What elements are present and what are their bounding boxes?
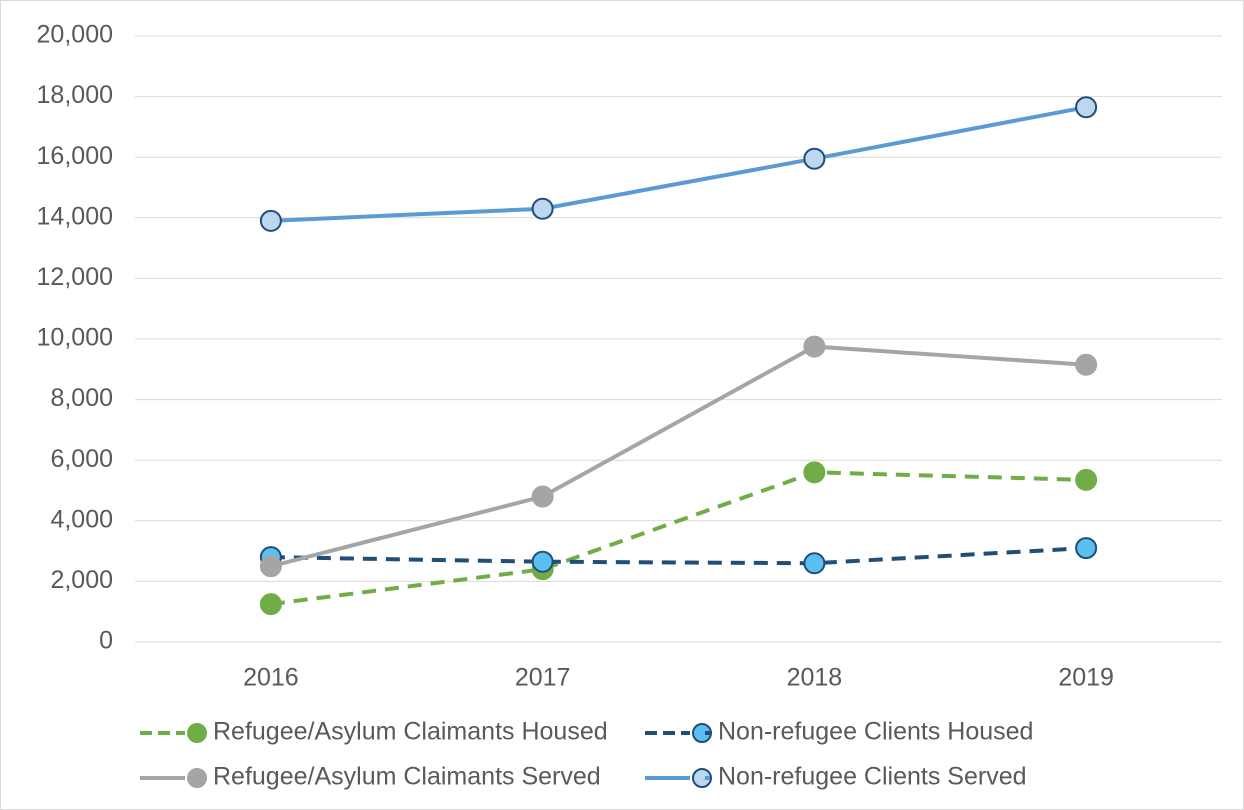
y-tick-label: 14,000 <box>37 202 113 230</box>
legend-marker <box>692 768 712 788</box>
legend-label: Non-refugee Clients Housed <box>718 718 1033 746</box>
y-tick-label: 0 <box>99 627 113 655</box>
x-tick-label: 2019 <box>1058 664 1114 692</box>
y-tick-label: 10,000 <box>37 324 113 352</box>
legend-marker <box>187 723 207 743</box>
legend-marker <box>187 768 207 788</box>
data-point <box>259 555 282 578</box>
data-point <box>259 593 282 616</box>
series-line <box>270 546 1087 566</box>
series-line <box>270 105 1087 223</box>
y-tick-label: 8,000 <box>50 384 113 412</box>
data-point <box>531 485 554 508</box>
legend-marker <box>692 723 712 743</box>
legend-label: Refugee/Asylum Claimants Served <box>213 763 601 791</box>
data-point <box>1075 537 1098 560</box>
data-point <box>803 461 826 484</box>
y-tick-label: 2,000 <box>50 566 113 594</box>
data-point <box>1075 96 1098 119</box>
y-tick-label: 12,000 <box>37 263 113 291</box>
data-point <box>803 552 826 575</box>
data-point <box>531 197 554 220</box>
y-tick-label: 4,000 <box>50 505 113 533</box>
y-tick-label: 16,000 <box>37 142 113 170</box>
y-tick-label: 20,000 <box>37 21 113 49</box>
legend-label: Non-refugee Clients Served <box>718 763 1027 791</box>
data-point <box>803 147 826 170</box>
series-line <box>270 344 1087 569</box>
data-point <box>531 550 554 573</box>
y-tick-label: 6,000 <box>50 445 113 473</box>
y-tick-label: 18,000 <box>37 81 113 109</box>
x-tick-label: 2016 <box>243 664 299 692</box>
series-line <box>270 470 1087 607</box>
data-point <box>259 209 282 232</box>
legend-label: Refugee/Asylum Claimants Housed <box>213 718 608 746</box>
x-tick-label: 2017 <box>515 664 571 692</box>
data-point <box>1075 468 1098 491</box>
data-point <box>803 335 826 358</box>
data-point <box>1075 353 1098 376</box>
x-tick-label: 2018 <box>787 664 843 692</box>
